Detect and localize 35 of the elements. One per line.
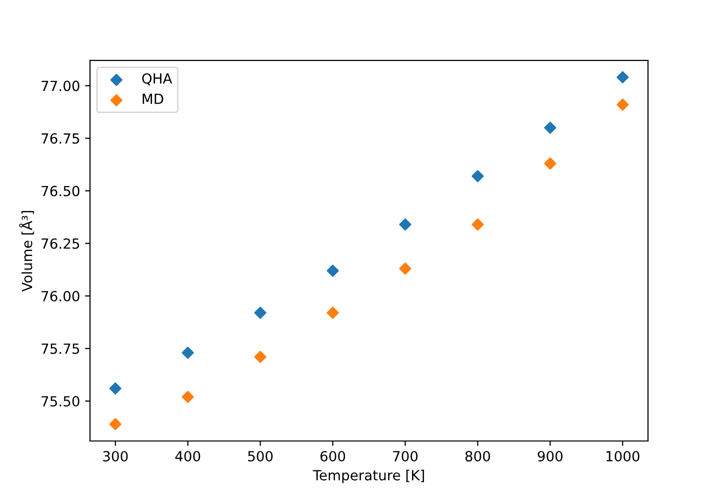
y-tick-label: 75.75 — [42, 344, 80, 354]
point — [326, 264, 339, 277]
y-tick-label: 77.00 — [42, 80, 80, 92]
legend-label: MD — [142, 94, 164, 104]
legend-label: QHA — [142, 73, 172, 86]
y-tick-label: 76.75 — [42, 133, 80, 144]
x-tick-label: 400 — [175, 450, 200, 462]
point — [254, 350, 266, 363]
x-tick-label: 600 — [320, 450, 346, 462]
y-tick-label: 76.25 — [42, 238, 80, 249]
point — [616, 71, 629, 84]
point — [182, 346, 194, 359]
x-tick-label: 900 — [538, 450, 562, 462]
x-tick-label: 1000 — [606, 450, 640, 462]
point — [472, 170, 484, 182]
x-tick-label: 800 — [465, 450, 490, 462]
point — [254, 306, 266, 319]
point — [399, 218, 412, 231]
y-tick-label: 76.50 — [42, 186, 80, 196]
y-axis-title: Volume [Å³] — [19, 210, 34, 292]
y-tick-label: 76.00 — [42, 290, 80, 302]
x-tick-label: 500 — [248, 450, 273, 462]
x-axis-title: Temperature [K] — [312, 470, 424, 484]
point — [109, 382, 122, 395]
y-tick-label: 75.50 — [42, 396, 80, 407]
point — [544, 157, 556, 170]
point — [616, 98, 629, 111]
point — [472, 218, 484, 231]
x-tick-label: 300 — [103, 450, 128, 462]
point — [544, 122, 556, 134]
point — [399, 262, 412, 275]
x-tick-label: 700 — [393, 450, 418, 462]
point — [326, 306, 339, 319]
point — [182, 390, 194, 403]
point — [109, 418, 122, 430]
